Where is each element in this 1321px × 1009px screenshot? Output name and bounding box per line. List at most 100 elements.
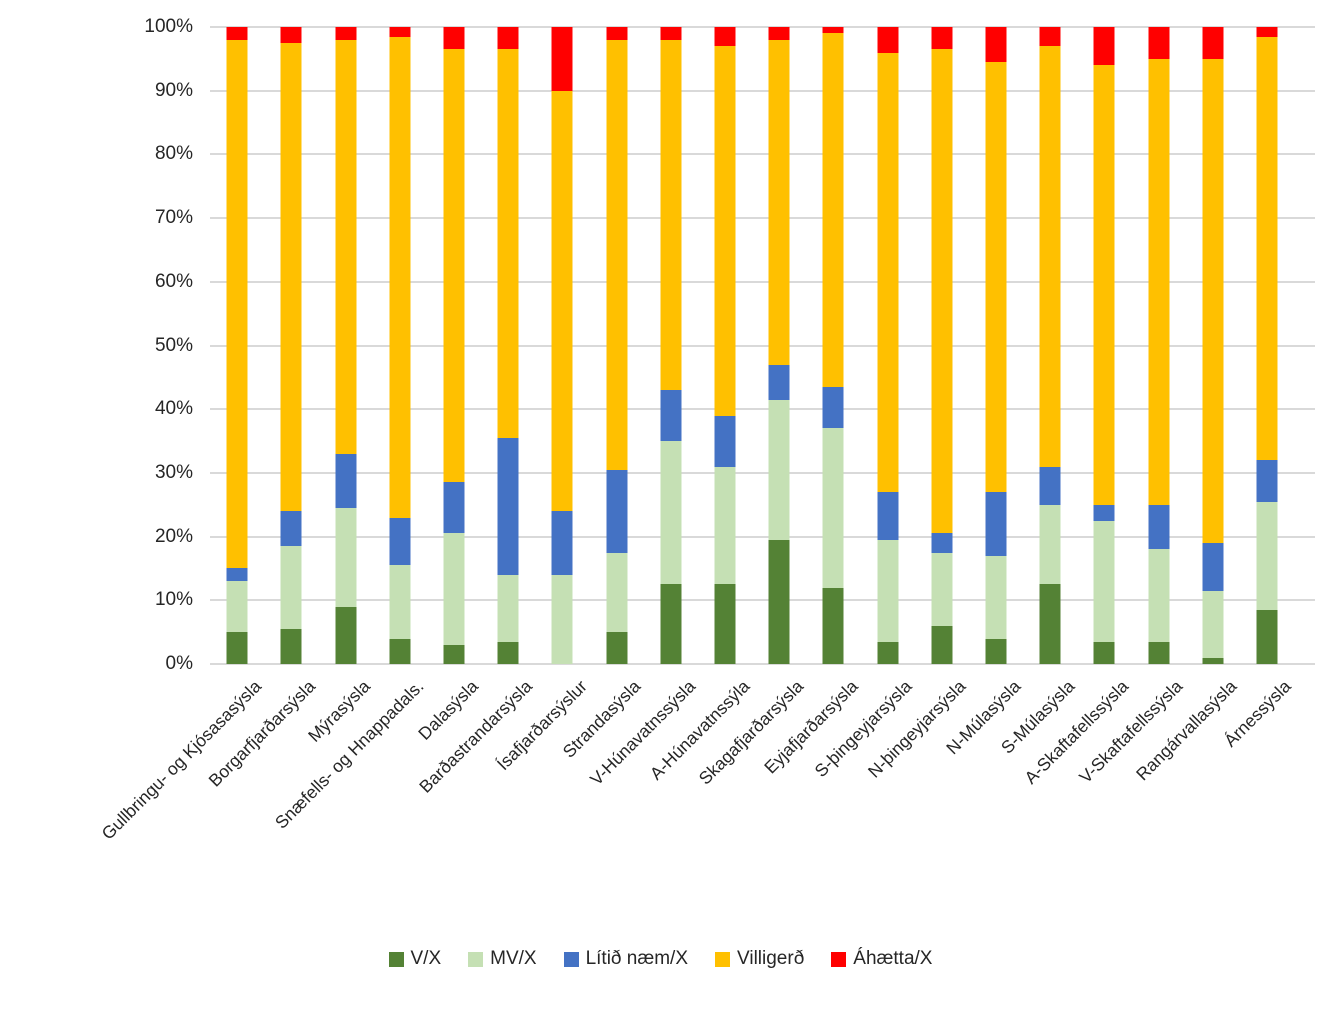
bar-segment <box>1148 641 1170 664</box>
bar-segment <box>1148 58 1170 505</box>
bar-segment <box>1039 466 1061 505</box>
bar-segment <box>497 437 519 575</box>
chart-legend: V/X MV/X Lítið næm/X Villigerð Áhætta/X <box>0 948 1321 970</box>
legend-item: Lítið næm/X <box>563 948 688 970</box>
bar-segment <box>280 546 302 629</box>
bar-segment <box>443 482 465 534</box>
bar-segment <box>877 52 899 493</box>
bar-segment <box>335 606 356 664</box>
bar-segment <box>389 517 411 566</box>
bar-segment <box>389 638 411 664</box>
bar-segment <box>768 39 790 365</box>
bar-segment <box>1256 460 1278 502</box>
x-axis-tick-label: Eyjafjarðarsýsla <box>759 676 862 778</box>
bar-segment <box>1256 36 1278 461</box>
bar-segment <box>931 625 953 664</box>
bar-segment <box>606 39 628 470</box>
y-axis-tick-labels: 0% 10% 20% 30% 40% 50% 60% 70% 80% 90% 100% <box>0 16 193 674</box>
stacked-bar <box>714 27 736 664</box>
gridline <box>210 535 1315 538</box>
y-axis-tick-label: 20% <box>154 525 193 547</box>
legend-label: V/X <box>410 948 442 969</box>
bars-layer <box>210 27 1294 664</box>
bar-segment <box>551 511 573 575</box>
bar-segment <box>497 641 519 664</box>
bar-segment <box>606 632 628 664</box>
bar-segment <box>660 441 682 585</box>
plot-area <box>210 26 1315 665</box>
bar-segment <box>768 364 790 400</box>
bar-segment <box>389 565 411 639</box>
bar-column <box>915 27 969 664</box>
stacked-bar <box>389 27 411 664</box>
bar-segment <box>280 27 302 43</box>
bar-segment <box>660 39 682 391</box>
bar-segment <box>443 49 465 483</box>
bar-segment <box>768 399 790 540</box>
y-axis-tick-label: 30% <box>154 461 193 483</box>
bar-segment <box>877 641 899 664</box>
bar-segment <box>280 42 302 512</box>
bar-segment <box>335 27 356 40</box>
bar-segment <box>768 539 790 664</box>
stacked-bar <box>660 27 682 664</box>
legend-swatch-icon <box>715 951 731 967</box>
bar-column <box>1131 27 1185 664</box>
stacked-bar <box>1202 27 1224 664</box>
x-axis-tick-label: N-þingeyjarsýsla <box>864 676 970 782</box>
y-axis-tick-label: 0% <box>165 653 193 674</box>
gridline <box>210 153 1315 156</box>
gridline <box>210 408 1315 411</box>
gridline <box>210 280 1315 283</box>
legend-swatch-icon <box>388 951 404 967</box>
y-axis-tick-label: 100% <box>144 16 193 37</box>
bar-segment <box>985 492 1007 556</box>
stacked-bar <box>1256 27 1278 664</box>
bar-segment <box>822 587 844 664</box>
bar-column <box>264 27 318 664</box>
gridline <box>210 89 1315 92</box>
legend-item: MV/X <box>468 948 537 970</box>
bar-segment <box>606 469 628 553</box>
bar-segment <box>1039 46 1061 467</box>
bar-segment <box>985 555 1007 639</box>
bar-segment <box>822 428 844 588</box>
legend-label: MV/X <box>490 948 537 969</box>
stacked-bar <box>1148 27 1170 664</box>
gridline <box>210 599 1315 602</box>
legend-swatch-icon <box>563 951 579 967</box>
y-axis-tick-label: 90% <box>154 79 193 101</box>
stacked-bar <box>931 27 953 664</box>
bar-segment <box>1148 504 1170 550</box>
bar-segment <box>551 574 573 664</box>
bar-segment <box>1093 27 1115 66</box>
bar-column <box>1186 27 1240 664</box>
bar-segment <box>985 62 1007 493</box>
bar-segment <box>714 584 736 664</box>
bar-segment <box>985 27 1007 63</box>
bar-segment <box>931 27 953 50</box>
bar-segment <box>931 552 953 626</box>
bar-segment <box>1202 27 1224 59</box>
stacked-bar <box>280 27 302 664</box>
bar-segment <box>335 507 356 607</box>
bar-column <box>752 27 806 664</box>
y-axis-tick-label: 40% <box>154 398 193 420</box>
legend-item: V/X <box>388 948 442 970</box>
bar-segment <box>389 27 411 37</box>
bar-segment <box>443 533 465 645</box>
bar-segment <box>606 27 628 40</box>
bar-segment <box>1202 58 1224 543</box>
bar-segment <box>822 33 844 387</box>
stacked-bar <box>768 27 790 664</box>
bar-segment <box>551 90 573 512</box>
bar-segment <box>1093 641 1115 664</box>
legend-swatch-icon <box>831 951 847 967</box>
bar-column <box>969 27 1023 664</box>
bar-column <box>589 27 643 664</box>
bar-segment <box>1093 65 1115 505</box>
bar-segment <box>931 533 953 553</box>
legend-label: Áhætta/X <box>853 948 933 969</box>
bar-segment <box>1202 657 1224 664</box>
bar-segment <box>1256 501 1278 610</box>
